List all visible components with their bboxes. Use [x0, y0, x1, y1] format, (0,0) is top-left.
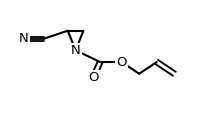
Text: N: N	[70, 44, 80, 57]
Text: O: O	[88, 71, 98, 84]
Text: O: O	[116, 56, 126, 68]
Text: N: N	[19, 32, 29, 45]
